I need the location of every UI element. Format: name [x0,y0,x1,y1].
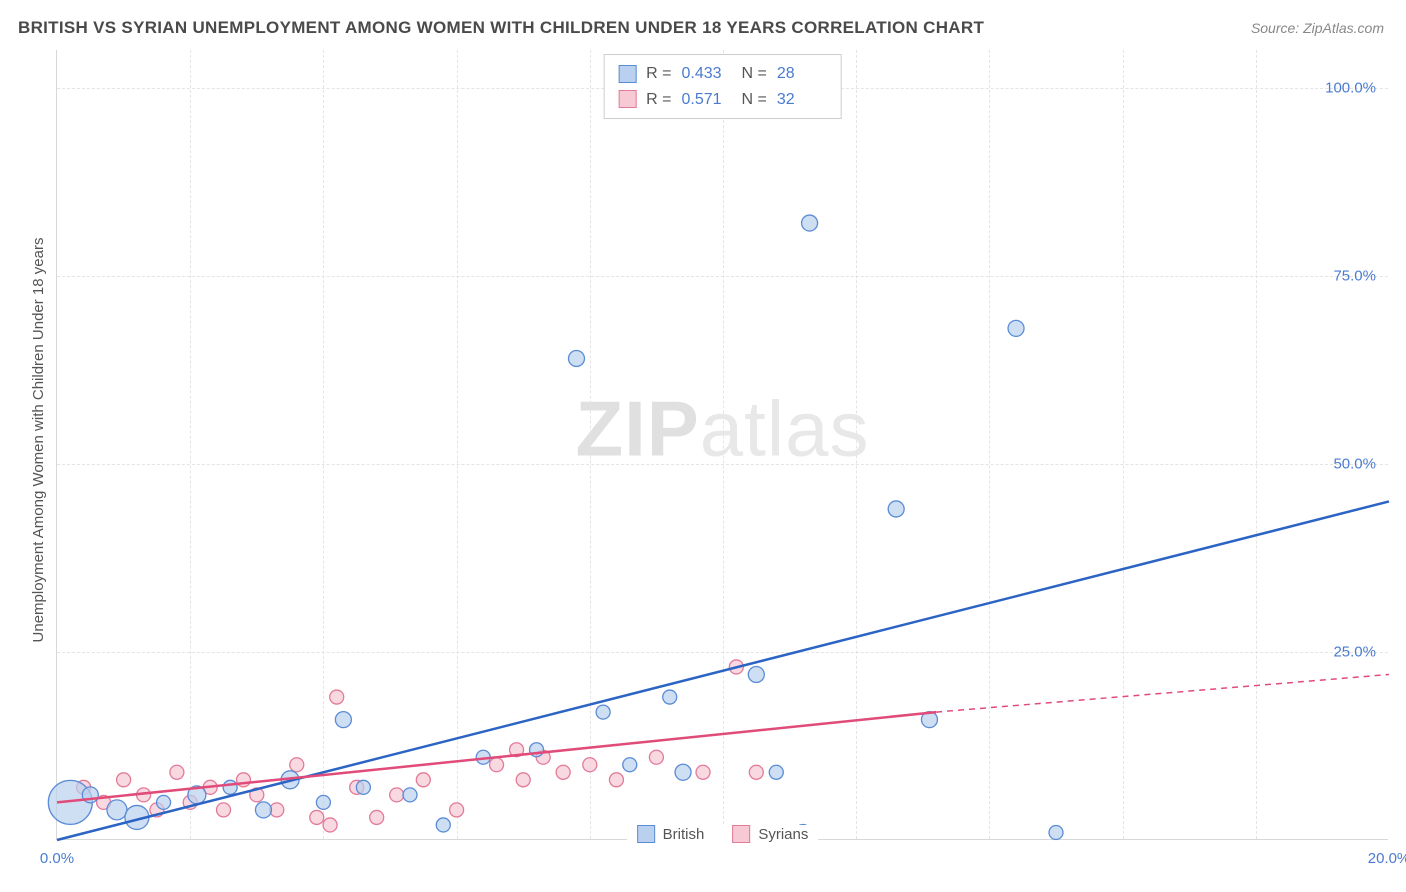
swatch-syrians [618,90,636,108]
stat-r-label: R = [646,61,671,87]
stats-legend-box: R = 0.433 N = 28 R = 0.571 N = 32 [603,54,842,119]
scatter-svg [57,50,1388,839]
chart-title: BRITISH VS SYRIAN UNEMPLOYMENT AMONG WOM… [18,18,984,38]
bottom-legend: British Syrians [627,825,819,843]
stat-r-syrians: 0.571 [682,87,732,113]
stats-row-syrians: R = 0.571 N = 32 [618,87,827,113]
x-tick-label: 0.0% [40,850,74,867]
swatch-british [618,65,636,83]
y-tick-label: 25.0% [1333,643,1376,660]
legend-item-british: British [637,825,705,843]
swatch-british-icon [637,825,655,843]
plot-area: ZIPatlas R = 0.433 N = 28 R = 0.571 N = … [56,50,1388,840]
stat-n-british: 28 [777,61,827,87]
stat-n-label: N = [742,87,767,113]
y-tick-label: 75.0% [1333,267,1376,284]
legend-label-syrians: Syrians [758,826,808,843]
stat-r-british: 0.433 [682,61,732,87]
swatch-syrians-icon [732,825,750,843]
x-tick-label: 20.0% [1368,850,1406,867]
legend-label-british: British [663,826,705,843]
y-tick-label: 50.0% [1333,455,1376,472]
y-axis-label: Unemployment Among Women with Children U… [30,238,47,643]
stats-row-british: R = 0.433 N = 28 [618,61,827,87]
stat-r-label: R = [646,87,671,113]
y-tick-label: 100.0% [1325,79,1376,96]
legend-item-syrians: Syrians [732,825,808,843]
source-label: Source: ZipAtlas.com [1251,20,1384,36]
stat-n-label: N = [742,61,767,87]
stat-n-syrians: 32 [777,87,827,113]
